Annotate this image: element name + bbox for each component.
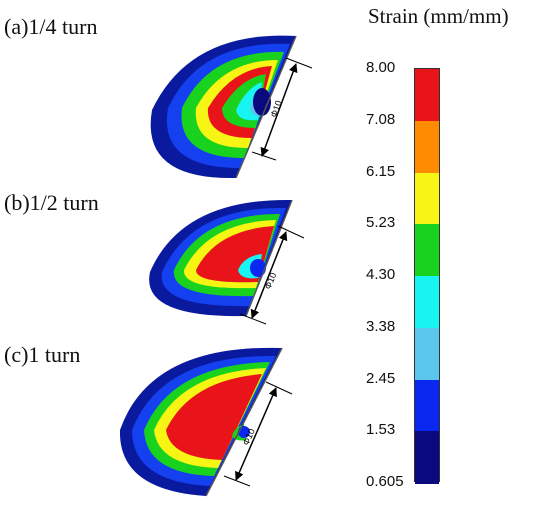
dimension-arrow-a <box>260 63 298 157</box>
colorbar-tick-label: 2.45 <box>366 369 396 387</box>
colorbar-tick-label: 5.23 <box>366 214 396 232</box>
colorbar-band-2 <box>415 120 439 173</box>
panel-b-label: (b)1/2 turn <box>4 190 99 215</box>
colorbar-tick-label: 1.53 <box>366 421 396 439</box>
colorbar-title: Strain (mm/mm) <box>368 4 509 28</box>
dimension-tick-b2 <box>239 313 267 325</box>
panel-a-label: (a)1/4 turn <box>4 14 98 39</box>
colorbar-tick-label: 8.00 <box>366 59 396 76</box>
colorbar-tick-label: 0.605 <box>366 473 404 490</box>
contour-disk-one-turn <box>119 347 283 497</box>
colorbar-band-1 <box>415 69 439 122</box>
dimension-arrow-c <box>235 387 277 481</box>
colorbar-band-8 <box>415 431 439 484</box>
colorbar-tick-label: 4.30 <box>366 266 396 283</box>
colorbar-tick-label: 3.38 <box>366 317 396 335</box>
colorbar-band-5 <box>415 276 439 329</box>
colorbar-band-6 <box>415 327 439 380</box>
dimension-tick-b1 <box>277 225 305 239</box>
dimension-tick-c2 <box>223 475 251 487</box>
dimension-arrow-b <box>250 231 288 319</box>
dimension-tick-c1 <box>265 381 293 395</box>
colorbar-band-4 <box>415 224 439 277</box>
contour-disk-quarter-turn <box>150 35 297 179</box>
colorbar-band-3 <box>415 172 439 225</box>
dimension-tick-a1 <box>285 57 313 69</box>
dimension-tick-a2 <box>251 151 277 161</box>
dimension-label-b: Φ10 <box>263 271 279 291</box>
colorbar-tick-label: 6.15 <box>366 162 396 180</box>
colorbar-tick-label: 7.08 <box>366 110 396 128</box>
panel-c-label: (c)1 turn <box>4 342 81 367</box>
contour-disk-half-turn <box>149 199 293 317</box>
strain-colorbar <box>414 68 440 484</box>
colorbar-band-7 <box>415 379 439 432</box>
